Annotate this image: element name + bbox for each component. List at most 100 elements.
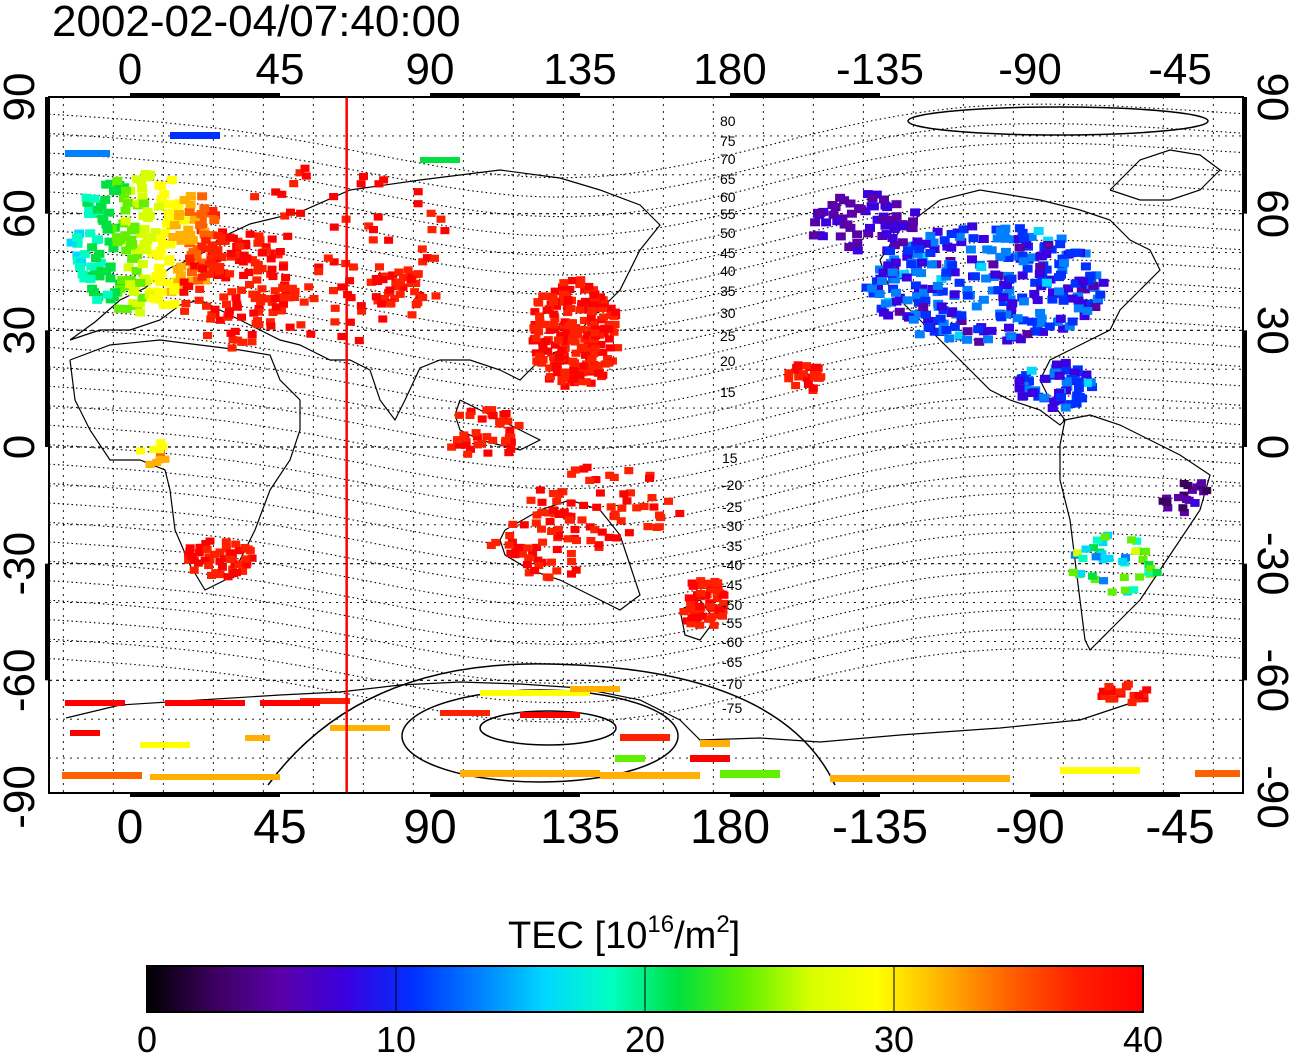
tec-pixel — [593, 369, 603, 377]
tec-pixel — [77, 270, 88, 279]
tec-pixel — [191, 251, 202, 259]
tec-pixel — [90, 267, 100, 276]
tec-pixel — [82, 198, 93, 207]
tec-pixel — [580, 351, 590, 359]
tec-pixel — [466, 445, 475, 453]
tec-pixel — [181, 300, 191, 308]
tec-pixel — [688, 582, 698, 590]
tec-band — [600, 772, 700, 779]
tec-pixel — [1141, 547, 1151, 555]
tec-pixel — [1089, 544, 1098, 552]
tec-pixel — [855, 205, 866, 214]
tec-pixel — [251, 290, 261, 298]
tec-pixel — [932, 288, 943, 297]
tec-pixel — [645, 474, 654, 482]
tec-pixel — [832, 217, 843, 226]
tec-pixel — [880, 221, 891, 230]
tec-pixel — [254, 232, 264, 240]
tec-pixel — [514, 421, 524, 430]
tec-pixel — [105, 295, 116, 304]
tec-pixel — [894, 307, 905, 316]
south-pole-contour — [479, 710, 617, 746]
tec-pixel — [231, 540, 241, 548]
tec-pixel — [1058, 324, 1069, 333]
tec-pixel — [356, 180, 366, 188]
tec-pixel — [821, 218, 832, 227]
tec-pixel — [1118, 557, 1128, 566]
tec-pixel — [914, 330, 925, 339]
tec-pixel — [224, 310, 234, 318]
tec-pixel — [241, 555, 251, 563]
tec-pixel — [185, 200, 196, 209]
lat-label-left: -30 — [0, 532, 44, 596]
tec-pixel — [550, 325, 560, 334]
tec-pixel — [368, 236, 378, 244]
tec-pixel — [482, 433, 492, 441]
coastline-path — [1109, 149, 1221, 201]
tec-pixel — [234, 547, 244, 555]
tec-pixel — [560, 368, 570, 376]
tec-pixel — [357, 307, 367, 315]
tec-pixel — [1041, 265, 1052, 274]
tec-pixel — [330, 318, 340, 326]
tec-pixel — [531, 334, 541, 342]
tec-pixel — [403, 266, 413, 274]
tec-pixel — [183, 236, 194, 245]
tec-pixel — [954, 278, 965, 287]
tec-pixel — [1163, 504, 1173, 512]
tec-pixel — [242, 559, 252, 567]
tec-pixel — [140, 277, 151, 286]
tec-pixel — [908, 315, 919, 324]
tec-pixel — [413, 299, 423, 307]
tec-pixel — [688, 606, 698, 614]
tec-pixel — [257, 249, 267, 257]
tec-pixel — [593, 361, 603, 369]
tec-pixel — [173, 278, 184, 287]
tec-pixel — [947, 261, 958, 270]
tec-pixel — [549, 310, 559, 318]
tec-pixel — [136, 447, 145, 455]
tec-pixel — [483, 449, 493, 457]
top-longitude-labels: 0 45 90 135 180 -135 -90 -45 — [118, 45, 1212, 94]
tec-pixel — [696, 589, 706, 598]
tec-pixel — [112, 177, 123, 185]
tec-pixel — [808, 231, 819, 240]
left-latitude-labels: 90 60 30 0 -30 -60 -90 — [0, 73, 44, 829]
tec-pixel — [837, 214, 848, 223]
tec-pixel — [1067, 294, 1078, 303]
tec-pixel — [231, 294, 241, 302]
tec-pixel — [552, 567, 562, 575]
tec-pixel — [910, 268, 921, 276]
tec-pixel — [100, 195, 111, 204]
tec-pixel — [590, 329, 600, 337]
lon-label-bottom: -45 — [1145, 801, 1214, 854]
tec-pixel — [477, 415, 487, 423]
tec-pixel — [137, 260, 148, 269]
tec-pixel — [538, 342, 548, 350]
tec-pixel — [407, 311, 417, 319]
coastlines — [65, 149, 1221, 743]
tec-pixel — [81, 193, 92, 202]
tec-pixel — [543, 509, 553, 517]
tec-pixel — [993, 286, 1004, 295]
tec-pixel — [585, 476, 595, 484]
lat-label-right: -30 — [1248, 532, 1292, 596]
frame-bar — [130, 93, 280, 98]
tec-pixel — [647, 494, 657, 502]
tec-pixel — [1064, 322, 1075, 331]
tec-band — [700, 740, 730, 747]
tec-pixel — [280, 212, 290, 220]
tec-pixel — [881, 230, 892, 239]
tec-pixel — [522, 544, 532, 552]
tec-pixel — [372, 277, 382, 285]
tec-pixel — [921, 310, 931, 319]
tec-pixel — [114, 304, 125, 313]
tec-pixel — [878, 268, 889, 277]
tec-pixel — [577, 301, 587, 309]
tec-pixel — [1030, 327, 1041, 336]
tec-pixel — [501, 410, 511, 418]
tec-pixel — [548, 293, 558, 301]
tec-pixel — [547, 558, 556, 566]
contour-label: 20 — [720, 353, 736, 369]
tec-pixel — [1061, 366, 1072, 375]
